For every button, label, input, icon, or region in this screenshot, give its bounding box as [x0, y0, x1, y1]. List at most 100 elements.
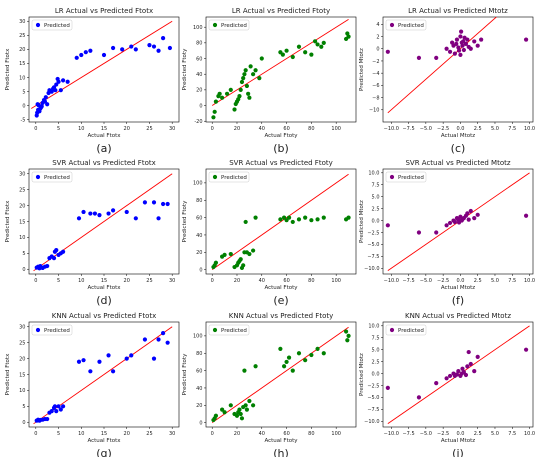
- data-point: [468, 46, 473, 51]
- y-tick-label: 100: [193, 181, 203, 187]
- data-point: [479, 37, 484, 42]
- y-axis-label: Predicted Ftotx: [5, 48, 11, 90]
- plot-title: KNN Actual vs Predicted Mtotz: [405, 312, 511, 320]
- data-point: [290, 219, 295, 225]
- data-point: [454, 41, 459, 46]
- legend-box: [208, 324, 250, 336]
- x-tick-label: 25: [146, 278, 152, 284]
- data-point: [110, 208, 116, 213]
- data-point: [160, 36, 166, 41]
- data-point: [251, 248, 256, 253]
- data-point: [303, 358, 308, 363]
- data-point: [416, 230, 422, 235]
- data-point: [217, 91, 222, 96]
- plot-data: [33, 326, 173, 425]
- data-point: [53, 88, 58, 93]
- y-tick-label: −4: [372, 71, 379, 77]
- x-tick-label: 10.0: [524, 126, 535, 132]
- plot-data: [385, 172, 530, 272]
- data-point: [290, 368, 295, 373]
- y-tick-label: 100: [193, 25, 203, 31]
- y-tick-label: 100: [193, 334, 203, 340]
- data-point: [243, 403, 248, 408]
- y-tick-label: 30: [19, 172, 25, 178]
- data-point: [97, 213, 102, 218]
- x-tick-label: 20: [234, 126, 240, 132]
- data-point: [281, 364, 287, 369]
- data-point: [244, 83, 250, 89]
- x-axis-label: Actual Ftotx: [87, 285, 121, 291]
- data-point: [142, 337, 148, 342]
- x-tick-label: 80: [308, 126, 314, 132]
- legend-label: Predicted: [221, 23, 247, 29]
- y-tick-label: 4: [376, 22, 379, 28]
- data-point: [237, 407, 242, 412]
- data-point: [416, 55, 422, 61]
- y-tick-label: 40: [196, 72, 202, 78]
- y-tick-label: 5: [22, 251, 25, 257]
- x-tick-label: 100: [331, 431, 341, 437]
- data-point: [81, 358, 86, 363]
- y-axis-label: Predicted Ftoty: [182, 200, 188, 242]
- data-point: [110, 369, 116, 374]
- x-tick-label: 20: [124, 278, 130, 284]
- x-tick-label: 0.0: [456, 431, 464, 437]
- y-tick-label: 25: [19, 33, 25, 39]
- data-point: [242, 368, 247, 373]
- data-point: [76, 359, 82, 364]
- legend: Predicted: [31, 324, 73, 336]
- data-point: [60, 78, 66, 83]
- data-point: [228, 403, 233, 408]
- data-point: [280, 52, 285, 57]
- data-point: [239, 79, 245, 85]
- plot-frame: [382, 16, 534, 123]
- x-axis-label: Actual Ftoty: [264, 133, 298, 139]
- data-point: [97, 359, 102, 364]
- data-point: [319, 44, 324, 49]
- data-point: [54, 82, 59, 87]
- data-point: [296, 44, 302, 49]
- data-point: [60, 404, 66, 409]
- data-point: [160, 331, 166, 336]
- x-tick-label: 7.5: [508, 126, 516, 132]
- plot-title: LR Actual vs Predicted Ftoty: [232, 7, 330, 15]
- x-tick-label: 5: [57, 431, 60, 437]
- data-point: [243, 219, 248, 225]
- data-point: [88, 369, 93, 374]
- data-point: [278, 346, 283, 352]
- x-tick-label: 2.5: [474, 126, 482, 132]
- panel-caption: (f): [452, 294, 464, 307]
- x-tick-label: 30: [169, 126, 175, 132]
- data-point: [456, 48, 462, 53]
- data-point: [312, 39, 318, 44]
- plot-title: KNN Actual vs Predicted Ftotx: [52, 312, 156, 320]
- y-tick-label: 0: [22, 267, 25, 273]
- y-tick-label: 25: [19, 187, 25, 193]
- y-tick-label: 20: [19, 356, 25, 362]
- y-tick-label: 2.5: [372, 359, 380, 365]
- x-tick-label: 0.0: [456, 278, 464, 284]
- ideal-fit-line: [211, 18, 349, 106]
- x-tick-label: −5.0: [420, 278, 432, 284]
- data-point: [151, 44, 157, 49]
- y-tick-label: 80: [196, 351, 202, 357]
- data-point: [296, 351, 302, 356]
- y-tick-label: 20: [19, 203, 25, 209]
- data-point: [156, 48, 161, 53]
- data-point: [65, 79, 70, 84]
- x-tick-label: 60: [283, 126, 289, 132]
- data-point: [56, 79, 61, 84]
- y-axis-label: Predicted Ftoty: [182, 48, 188, 90]
- legend-marker: [35, 174, 41, 180]
- data-point: [238, 257, 243, 262]
- data-point: [52, 404, 58, 409]
- x-tick-label: 7.5: [508, 431, 516, 437]
- data-point: [459, 29, 464, 34]
- y-tick-label: −5.0: [367, 395, 379, 401]
- data-point: [247, 398, 252, 404]
- y-tick-label: 10.0: [368, 324, 379, 330]
- legend-marker: [389, 327, 395, 333]
- plot-frame: [382, 168, 534, 275]
- legend: Predicted: [385, 171, 427, 183]
- subplot-b: LR Actual vs Predicted Ftoty 0 20 40 60 80 100…: [182, 7, 357, 155]
